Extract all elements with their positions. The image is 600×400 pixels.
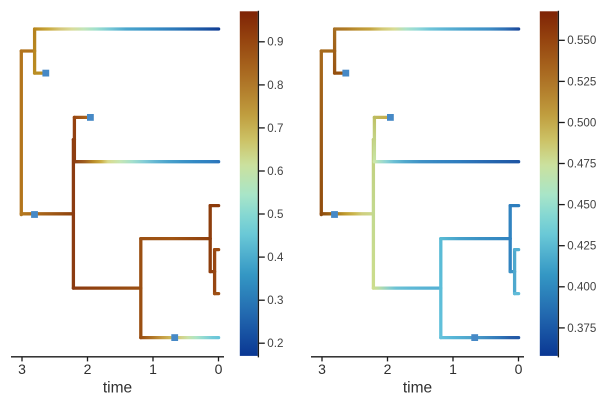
svg-text:0.375: 0.375 xyxy=(567,322,596,335)
svg-text:1: 1 xyxy=(149,361,157,377)
svg-text:0.550: 0.550 xyxy=(567,34,596,47)
svg-text:0.6: 0.6 xyxy=(267,165,283,178)
svg-text:3: 3 xyxy=(18,361,26,377)
svg-text:1: 1 xyxy=(449,361,457,377)
svg-text:0.4: 0.4 xyxy=(267,251,284,264)
svg-text:0.425: 0.425 xyxy=(567,240,596,253)
svg-text:0.450: 0.450 xyxy=(567,199,596,212)
svg-text:0.525: 0.525 xyxy=(567,75,596,88)
svg-text:0: 0 xyxy=(215,361,223,377)
svg-text:3: 3 xyxy=(318,361,326,377)
svg-text:time: time xyxy=(403,380,432,397)
svg-text:time: time xyxy=(103,380,132,397)
svg-text:0.7: 0.7 xyxy=(267,122,283,135)
svg-text:0.2: 0.2 xyxy=(267,337,283,350)
svg-text:0.5: 0.5 xyxy=(267,208,283,221)
svg-text:0.500: 0.500 xyxy=(567,116,596,129)
svg-text:0.9: 0.9 xyxy=(267,36,283,49)
svg-text:2: 2 xyxy=(84,361,92,377)
svg-text:0.3: 0.3 xyxy=(267,294,283,307)
svg-text:0.475: 0.475 xyxy=(567,157,596,170)
svg-text:2: 2 xyxy=(384,361,392,377)
svg-text:0.8: 0.8 xyxy=(267,79,283,92)
svg-text:0: 0 xyxy=(515,361,523,377)
svg-text:0.400: 0.400 xyxy=(567,281,596,294)
